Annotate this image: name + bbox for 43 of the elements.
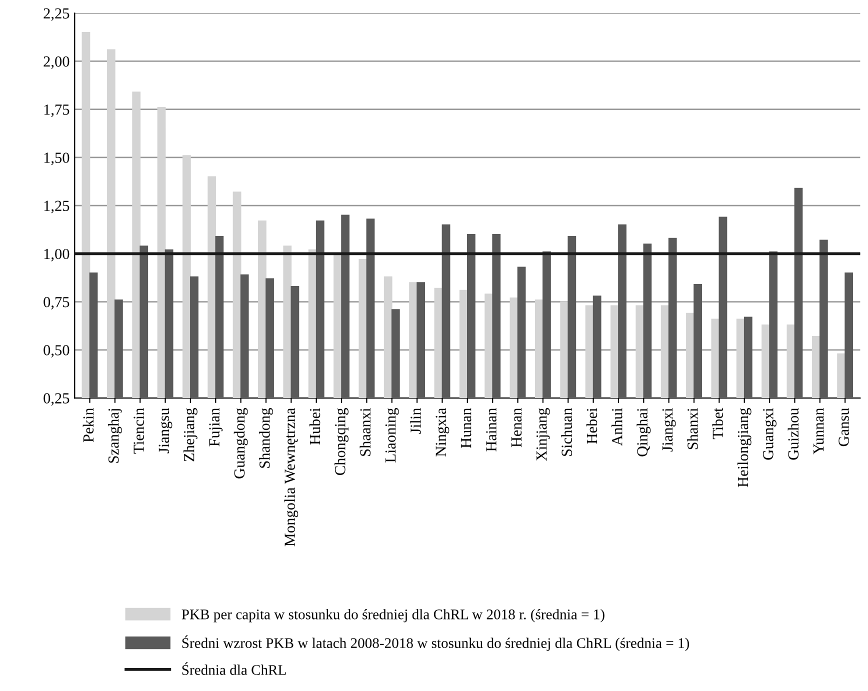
- x-tick-label: Shandong: [259, 408, 273, 468]
- x-tick-label: Mongolia Wewnętrzna: [284, 408, 298, 546]
- y-tick-label: 1,00: [44, 248, 70, 262]
- x-tick-label: Guangdong: [234, 408, 248, 478]
- x-tick-label: Anhui: [612, 408, 622, 446]
- legend-label: Średnia dla ChRL: [182, 662, 286, 675]
- x-tick-label: Shaanxi: [360, 408, 371, 456]
- y-tick-label: 0,75: [44, 296, 70, 310]
- x-tick-label: Hebei: [586, 408, 598, 444]
- x-tick-label: Hainan: [486, 408, 496, 452]
- x-tick-label: Guizhou: [788, 408, 799, 460]
- x-tick-label: Szanghaj: [108, 409, 122, 463]
- x-tick-label: Chongqing: [334, 408, 348, 476]
- x-tick-label: Shanxi: [687, 408, 698, 450]
- x-tick-label: Jiangxi: [662, 408, 676, 452]
- y-tick-label: 0,50: [44, 345, 70, 358]
- y-tick-label: 0,25: [44, 393, 70, 406]
- x-tick-label: Fujian: [209, 408, 223, 446]
- y-tick-label: 1,50: [44, 152, 70, 166]
- x-tick-label: Tiencin: [134, 408, 144, 454]
- x-tick-label: Hubei: [309, 408, 320, 445]
- x-tick-label: Jilin: [410, 408, 421, 434]
- x-tick-label: Sichuan: [561, 408, 572, 456]
- x-tick-label: Zhejiang: [184, 408, 198, 462]
- x-tick-label: Qinghai: [636, 408, 651, 456]
- legend-label: PKB per capita w stosunku do średniej dla ChRL w 2018 r. (średnia = 1): [182, 609, 604, 622]
- x-tick-label: Xinjiang: [536, 408, 550, 461]
- x-tick-label: Hunan: [461, 408, 472, 448]
- x-tick-label: Gansu: [838, 408, 849, 446]
- x-tick-label: Tibet: [712, 408, 724, 440]
- x-tick-label: Liaoning: [385, 408, 399, 462]
- x-tick-label: Jiangsu: [158, 408, 172, 454]
- y-tick-label: 1,75: [44, 104, 70, 117]
- x-tick-label: Heilongjiang: [737, 408, 752, 488]
- y-tick-label: 2,00: [44, 56, 70, 69]
- legend-label: Średni wzrost PKB w latach 2008-2018 w stosunku do średniej dla ChRL (średnia = 1): [182, 635, 690, 651]
- x-tick-label: Henan: [511, 408, 522, 448]
- x-tick-label: Ningxia: [436, 408, 450, 457]
- y-tick-label: 2,25: [44, 8, 70, 21]
- y-tick-label: 1,25: [44, 200, 70, 214]
- x-tick-label: Guangxi: [763, 408, 776, 460]
- x-tick-label: Yunnan: [814, 408, 824, 454]
- x-tick-label: Pekin: [82, 408, 94, 442]
